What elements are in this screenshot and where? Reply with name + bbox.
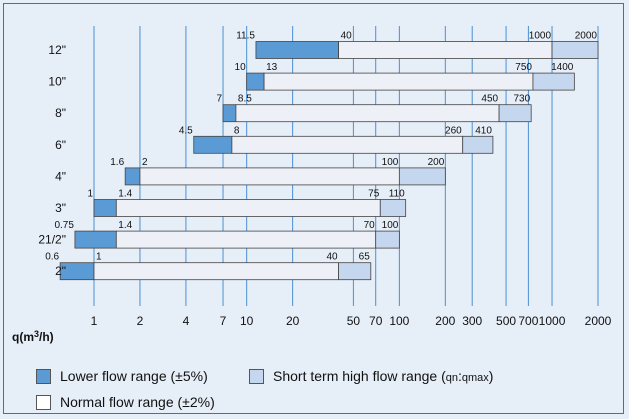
normal-flow-segment bbox=[115, 199, 381, 217]
size-label: 21/2" bbox=[38, 233, 66, 247]
x-tick-label: 20 bbox=[286, 314, 300, 328]
normal-end-label: 100 bbox=[382, 157, 399, 168]
high-flow-segment bbox=[532, 72, 575, 91]
normal-end-label: 260 bbox=[445, 125, 462, 136]
high-end-label: 730 bbox=[513, 94, 530, 105]
legend-lower-flow: Lower flow range (±5%) bbox=[36, 368, 208, 384]
lower-end-label: 2 bbox=[142, 157, 148, 168]
legend-swatch-high bbox=[249, 368, 264, 384]
normal-flow-segment bbox=[93, 262, 340, 281]
lower-flow-segment bbox=[222, 104, 237, 123]
high-flow-segment bbox=[398, 167, 446, 186]
lower-start-label: 10 bbox=[235, 62, 247, 73]
legend-label-normal: Normal flow range (±2%) bbox=[60, 394, 215, 410]
high-end-label: 110 bbox=[389, 189, 405, 200]
high-end-label: 100 bbox=[382, 220, 399, 231]
lower-end-label: 8 bbox=[234, 125, 240, 136]
size-label: 3" bbox=[55, 201, 66, 215]
lower-start-label: 4.5 bbox=[179, 125, 193, 136]
legend-label-high: Short term high flow range (qn:qmax) bbox=[273, 368, 494, 384]
x-tick-label: 7 bbox=[220, 314, 227, 328]
high-end-label: 410 bbox=[475, 125, 492, 136]
normal-flow-segment bbox=[263, 72, 534, 91]
lower-end-label: 40 bbox=[341, 31, 353, 42]
normal-flow-segment bbox=[338, 41, 553, 59]
legend-label-lower: Lower flow range (±5%) bbox=[60, 368, 208, 384]
lower-start-label: 1 bbox=[87, 189, 93, 200]
size-label: 10" bbox=[48, 75, 66, 89]
high-end-label: 2000 bbox=[575, 31, 598, 42]
x-tick-label: 4 bbox=[183, 314, 190, 328]
x-tick-label: 50 bbox=[347, 314, 361, 328]
normal-flow-segment bbox=[115, 230, 377, 249]
lower-start-label: 7 bbox=[216, 94, 222, 105]
lower-flow-segment bbox=[74, 230, 117, 249]
lower-flow-segment bbox=[246, 72, 265, 91]
high-flow-segment bbox=[462, 135, 494, 154]
lower-flow-segment bbox=[93, 199, 117, 217]
size-label: 6" bbox=[55, 138, 66, 152]
lower-start-label: 1.6 bbox=[110, 157, 124, 168]
size-label: 8" bbox=[55, 106, 66, 120]
high-end-label: 1400 bbox=[551, 62, 574, 73]
normal-flow-segment bbox=[139, 167, 400, 186]
lower-end-label: 1 bbox=[96, 252, 102, 263]
normal-end-label: 75 bbox=[368, 189, 380, 200]
high-end-label: 65 bbox=[359, 252, 371, 263]
lower-end-label: 8.5 bbox=[238, 94, 252, 105]
normal-end-label: 450 bbox=[481, 94, 498, 105]
legend-normal-flow: Normal flow range (±2%) bbox=[36, 394, 215, 410]
high-flow-segment bbox=[551, 41, 599, 59]
high-flow-segment bbox=[375, 230, 400, 249]
x-tick-label: 1000 bbox=[539, 314, 566, 328]
size-label: 12" bbox=[48, 43, 66, 57]
x-tick-label: 300 bbox=[462, 314, 482, 328]
lower-flow-segment bbox=[193, 135, 233, 154]
normal-flow-segment bbox=[231, 135, 464, 154]
x-tick-label: 100 bbox=[389, 314, 409, 328]
high-flow-segment bbox=[498, 104, 532, 123]
high-end-label: 200 bbox=[428, 157, 445, 168]
x-tick-label: 70 bbox=[369, 314, 383, 328]
legend-high-flow: Short term high flow range (qn:qmax) bbox=[249, 368, 493, 384]
legend-swatch-normal bbox=[36, 394, 51, 410]
x-axis-label: q(m3/h) bbox=[12, 329, 54, 344]
high-flow-segment bbox=[338, 262, 372, 281]
lower-end-label: 1.4 bbox=[118, 189, 132, 200]
lower-flow-segment bbox=[124, 167, 141, 186]
normal-end-label: 750 bbox=[515, 62, 532, 73]
normal-end-label: 70 bbox=[364, 220, 376, 231]
high-flow-segment bbox=[379, 199, 407, 217]
x-tick-label: 500 bbox=[496, 314, 516, 328]
x-tick-label: 2000 bbox=[585, 314, 612, 328]
x-tick-label: 200 bbox=[435, 314, 455, 328]
normal-end-label: 1000 bbox=[529, 31, 552, 42]
normal-end-label: 40 bbox=[326, 252, 338, 263]
lower-start-label: 0.75 bbox=[54, 220, 74, 231]
size-label: 2" bbox=[55, 264, 66, 278]
lower-flow-segment bbox=[255, 41, 340, 59]
normal-flow-segment bbox=[235, 104, 500, 123]
size-label: 4" bbox=[55, 169, 66, 183]
x-tick-label: 10 bbox=[240, 314, 254, 328]
lower-end-label: 1.4 bbox=[118, 220, 132, 231]
lower-start-label: 0.6 bbox=[45, 252, 59, 263]
x-tick-label: 2 bbox=[137, 314, 144, 328]
chart-frame: 12" 11.5 40 1000 2000 10" 10 13 750 1400 8" 7 8.5 450… bbox=[3, 3, 624, 414]
x-tick-label: 1 bbox=[91, 314, 98, 328]
legend-swatch-lower bbox=[36, 368, 51, 384]
x-tick-label: 700 bbox=[518, 314, 538, 328]
lower-end-label: 13 bbox=[266, 62, 278, 73]
lower-start-label: 11.5 bbox=[236, 31, 255, 42]
